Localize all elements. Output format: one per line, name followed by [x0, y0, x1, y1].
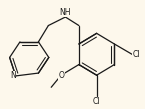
Text: N: N — [10, 71, 16, 80]
Text: NH: NH — [60, 8, 71, 17]
Text: O: O — [58, 71, 64, 80]
Text: Cl: Cl — [93, 97, 100, 106]
Text: Cl: Cl — [133, 50, 140, 59]
